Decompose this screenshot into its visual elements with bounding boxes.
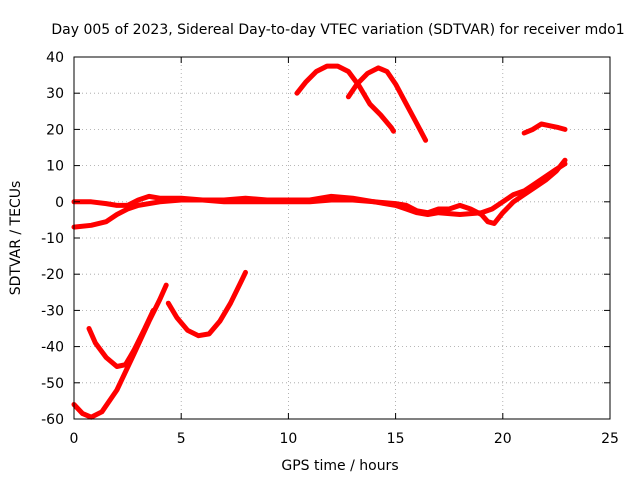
series-arc-upper-mid-1 — [294, 63, 396, 134]
y-tick-label: 0 — [55, 195, 64, 211]
y-tick-label: -20 — [41, 267, 64, 283]
y-axis-label: SDTVAR / TECUs — [8, 181, 24, 296]
series-arc-upper-right — [521, 121, 568, 136]
series-arc-lower-left-2 — [86, 307, 156, 369]
chart-title: Day 005 of 2023, Sidereal Day-to-day VTE… — [51, 22, 624, 38]
y-tick-label: 40 — [46, 50, 64, 66]
x-tick-label: 5 — [177, 431, 186, 447]
x-tick-label: 15 — [387, 431, 405, 447]
x-tick-label: 0 — [70, 431, 79, 447]
series-arc-lower-mid — [165, 269, 248, 339]
series-layer — [71, 63, 568, 420]
y-tick-label: 10 — [46, 159, 64, 175]
y-tick-label: -30 — [41, 303, 64, 319]
series-arc-lower-left-1 — [71, 282, 169, 420]
series-arc-main-2 — [71, 157, 568, 226]
y-tick-label: -40 — [41, 340, 64, 356]
tick-layer: 0 5 10 15 20 25 -60 -50 -40 -30 -20 -10 0 10 20 30 40 — [41, 50, 619, 447]
x-axis-label: GPS time / hours — [281, 458, 398, 474]
y-tick-label: 30 — [46, 86, 64, 102]
y-tick-label: -60 — [41, 412, 64, 428]
series-arc-upper-mid-2 — [345, 65, 429, 143]
y-tick-label: 20 — [46, 122, 64, 138]
x-tick-label: 20 — [494, 431, 512, 447]
x-tick-label: 25 — [601, 431, 619, 447]
grid-layer — [74, 57, 610, 419]
y-tick-label: -50 — [41, 376, 64, 392]
x-tick-label: 10 — [279, 431, 297, 447]
y-tick-label: -10 — [41, 231, 64, 247]
